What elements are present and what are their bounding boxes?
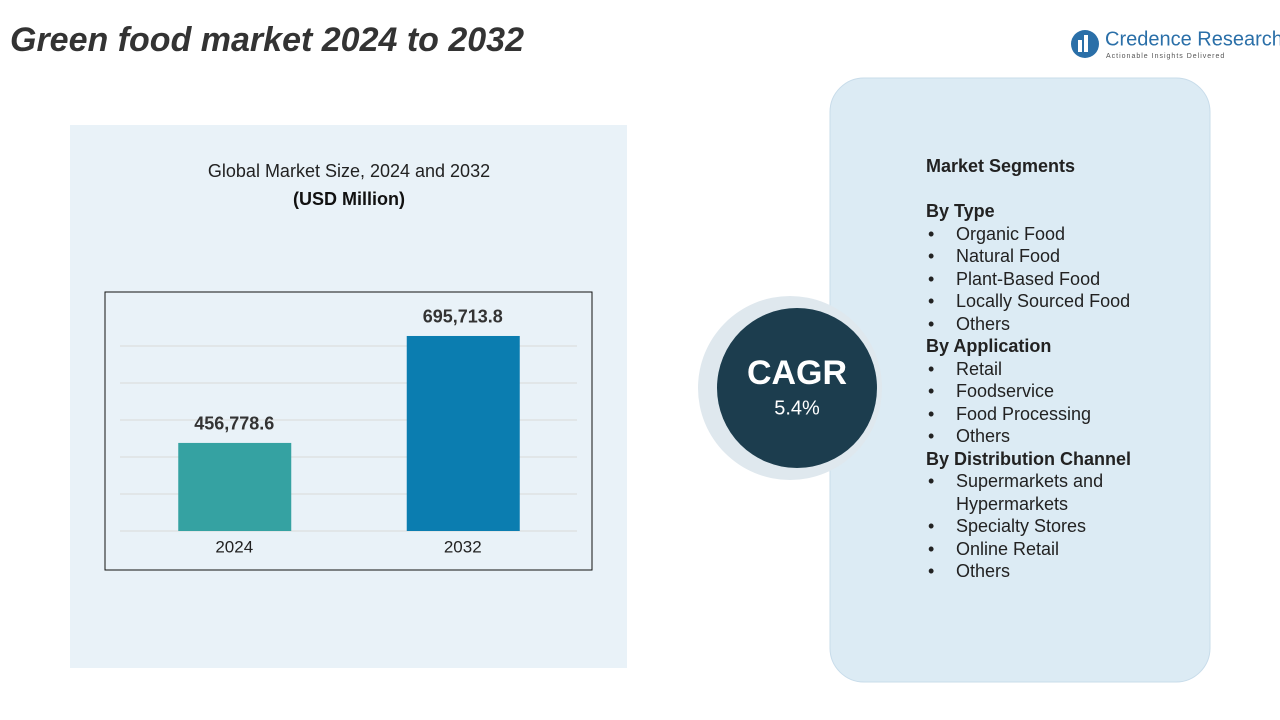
logo-name: Credence Research [1105,28,1280,50]
segment-item: Organic Food [926,223,1156,246]
cagr-value: 5.4% [774,397,820,419]
segment-group: By Distribution Channel [926,448,1132,469]
cagr-circle [717,308,877,468]
left-panel [70,125,627,668]
segment-item: Supermarkets and Hypermarkets [926,470,1156,515]
segment-item: Natural Food [926,245,1156,268]
x-tick-label: 2032 [444,537,482,556]
segment-item: Food Processing [926,403,1156,426]
segment-item: Others [926,313,1156,336]
segment-item: Locally Sourced Food [926,290,1156,313]
segments: Market Segments By TypeOrganic FoodNatura… [926,155,1186,583]
chart-frame [104,291,593,571]
segment-group: By Type [926,201,995,221]
segment-item: Plant-Based Food [926,268,1156,291]
logo: Credence Research Actionable Insights De… [1071,28,1280,60]
x-tick-label: 2024 [215,537,253,556]
bar [406,335,520,531]
chart-subtitle: (USD Million) [293,189,405,209]
segment-group: By Application [926,336,1052,356]
logo-bar [1084,35,1088,52]
value-label: 695,713.8 [423,307,503,327]
cagr-label: CAGR [747,354,847,392]
segment-item: Retail [926,358,1156,381]
chart-title: Global Market Size, 2024 and 2032 [208,161,490,181]
logo-bar [1078,40,1082,52]
segment-item: Foodservice [926,380,1156,403]
segment-item: Specialty Stores [926,515,1156,538]
segment-item: Others [926,560,1156,583]
value-label: 456,778.6 [194,414,274,434]
page-title: Green food market 2024 to 2032 [10,21,524,59]
segments-title: Market Segments [926,156,1076,176]
bar [178,442,292,531]
segment-item: Online Retail [926,538,1156,561]
segment-item: Others [926,425,1156,448]
logo-tagline: Actionable Insights Delivered [1106,53,1225,60]
